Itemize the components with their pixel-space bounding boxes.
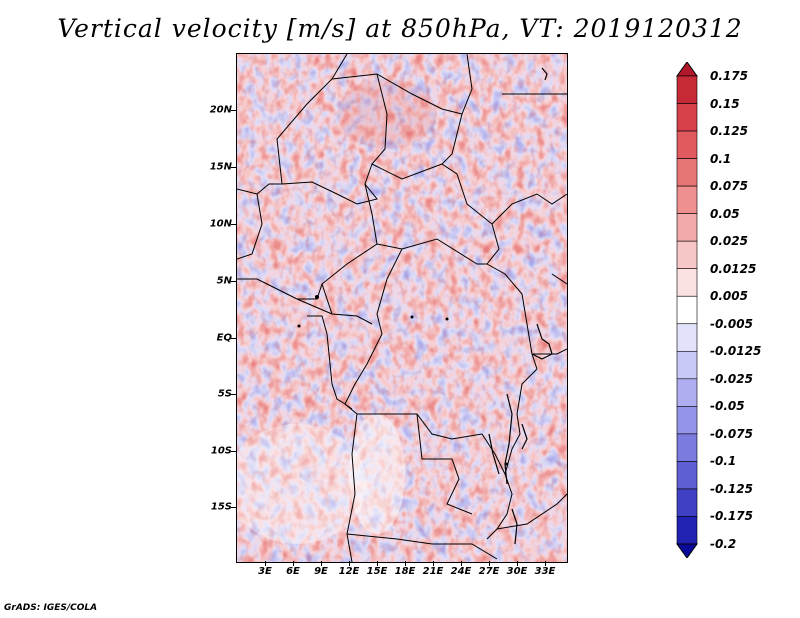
lon-label-30e: 30E bbox=[506, 566, 528, 577]
colorbar-bin bbox=[676, 406, 698, 435]
lon-label-3e: 3E bbox=[258, 566, 272, 577]
colorbar-label: 0.175 bbox=[710, 69, 748, 83]
colorbar-bin bbox=[676, 461, 698, 490]
lon-tick bbox=[321, 561, 322, 566]
country-borders bbox=[237, 54, 567, 562]
map-field bbox=[237, 54, 567, 562]
colorbar-label: 0.005 bbox=[710, 289, 748, 304]
lon-tick bbox=[349, 561, 350, 566]
colorbar-min-triangle bbox=[676, 543, 698, 558]
colorbar-bin bbox=[676, 516, 698, 545]
small-islands bbox=[297, 295, 509, 466]
lat-label-10n: 10N bbox=[209, 218, 232, 230]
lon-label-27e: 27E bbox=[478, 566, 500, 577]
lon-tick bbox=[293, 561, 294, 566]
lat-tick bbox=[231, 394, 236, 395]
colorbar-bin bbox=[676, 240, 698, 270]
lon-label-24e: 24E bbox=[450, 566, 472, 577]
colorbar-bin bbox=[676, 268, 698, 297]
colorbar-bin bbox=[676, 130, 698, 159]
lat-label-5s: 5S bbox=[217, 388, 232, 400]
colorbar-max-triangle bbox=[676, 62, 698, 77]
lon-tick bbox=[545, 561, 546, 566]
lon-label-6e: 6E bbox=[286, 566, 300, 577]
velocity-shading-detail bbox=[237, 54, 567, 562]
colorbar-label: -0.075 bbox=[710, 426, 753, 441]
lat-tick bbox=[231, 110, 236, 111]
colorbar-bin bbox=[676, 488, 698, 517]
colorbar-bin bbox=[676, 295, 698, 325]
colorbar-bin bbox=[676, 350, 698, 380]
lake-outlines bbox=[488, 67, 553, 545]
colorbar-label: 0.05 bbox=[710, 206, 740, 221]
lat-tick bbox=[231, 507, 236, 508]
colorbar-label: -0.2 bbox=[710, 537, 737, 551]
lat-tick bbox=[231, 167, 236, 168]
lon-tick bbox=[489, 561, 490, 566]
chart-title: Vertical velocity [m/s] at 850hPa, VT: 2… bbox=[57, 14, 743, 43]
colorbar-label: -0.025 bbox=[710, 371, 753, 386]
colorbar-label: 0.15 bbox=[710, 96, 740, 111]
colorbar-bin bbox=[676, 323, 698, 352]
lon-tick bbox=[265, 561, 266, 566]
lon-label-18e: 18E bbox=[394, 566, 416, 577]
lon-label-15e: 15E bbox=[366, 566, 388, 577]
lat-label-15n: 15N bbox=[209, 161, 232, 173]
grads-credit: GrADS: IGES/COLA bbox=[4, 603, 98, 613]
colorbar-label: -0.05 bbox=[710, 399, 745, 414]
lat-label-5n: 5N bbox=[216, 275, 232, 287]
colorbar-label: -0.125 bbox=[710, 481, 753, 496]
colorbar-label: 0.125 bbox=[710, 124, 748, 139]
lon-tick bbox=[461, 561, 462, 566]
lon-tick bbox=[377, 561, 378, 566]
lat-tick bbox=[231, 224, 236, 225]
lat-label-20n: 20N bbox=[209, 104, 232, 116]
lon-tick bbox=[433, 561, 434, 566]
colorbar-label: -0.175 bbox=[710, 509, 753, 524]
lon-label-33e: 33E bbox=[534, 566, 556, 577]
velocity-map bbox=[236, 53, 568, 563]
lon-label-9e: 9E bbox=[314, 566, 328, 577]
lon-label-21e: 21E bbox=[422, 566, 444, 577]
colorbar-label: 0.0125 bbox=[710, 261, 757, 276]
colorbar-label: -0.005 bbox=[710, 316, 753, 331]
lon-tick bbox=[405, 561, 406, 566]
colorbar-bin bbox=[676, 185, 698, 214]
colorbar bbox=[676, 62, 698, 558]
lon-tick bbox=[517, 561, 518, 566]
colorbar-bin bbox=[676, 433, 698, 462]
colorbar-label: -0.1 bbox=[710, 454, 737, 469]
lat-tick bbox=[231, 338, 236, 339]
lat-tick bbox=[231, 451, 236, 452]
colorbar-bin bbox=[676, 378, 698, 407]
colorbar-label: 0.025 bbox=[710, 234, 748, 249]
lat-label-eq: EQ bbox=[216, 332, 232, 344]
angola-plateau-area bbox=[349, 414, 405, 534]
colorbar-label: 0.075 bbox=[710, 179, 748, 194]
colorbar-bin bbox=[676, 158, 698, 187]
colorbar-bin bbox=[676, 75, 698, 104]
lat-label-15s: 15S bbox=[210, 501, 232, 513]
colorbar-label: 0.1 bbox=[710, 151, 732, 166]
colorbar-label: -0.0125 bbox=[710, 344, 762, 359]
lon-label-12e: 12E bbox=[338, 566, 360, 577]
colorbar-bin bbox=[676, 103, 698, 132]
atlantic-area bbox=[237, 424, 367, 544]
lat-label-10s: 10S bbox=[210, 445, 232, 457]
colorbar-bin bbox=[676, 213, 698, 242]
lat-tick bbox=[231, 281, 236, 282]
